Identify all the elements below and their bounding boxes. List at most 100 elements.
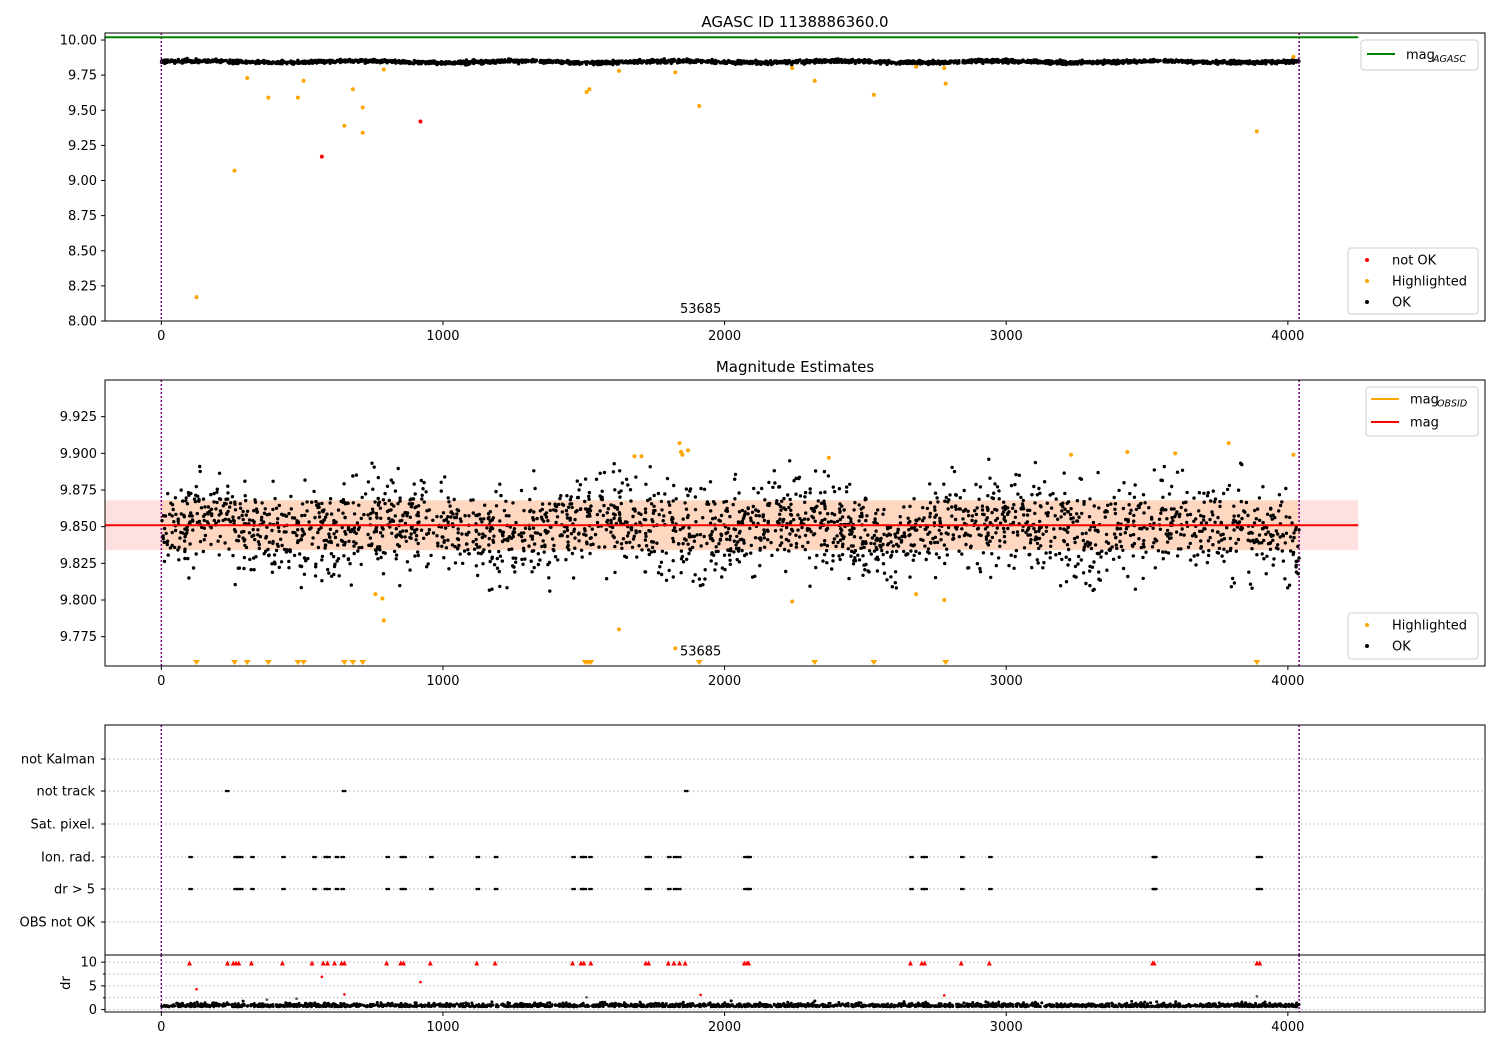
ok-point [849,554,853,558]
ok-point [307,520,311,524]
ok-point [1128,533,1133,538]
ok-point [780,499,784,503]
ok-point [164,531,168,536]
ok-point [1084,531,1088,535]
ok-point [762,530,767,535]
ok-point [341,511,345,515]
ok-point [625,520,629,524]
ok-point [316,530,320,535]
ok-point [226,60,231,65]
ok-point [1142,59,1146,63]
ok-point [281,59,286,63]
ok-point [298,564,302,568]
ok-point [420,493,424,497]
ok-point [1068,512,1073,517]
ok-point [1284,531,1289,535]
highlighted-point [194,295,199,300]
ok-point [826,474,831,478]
ok-point [880,548,884,553]
ok-point [829,519,833,524]
ok-point [1137,537,1141,541]
ok-point [1013,554,1017,559]
ok-point [1247,61,1252,65]
ok-point [882,571,887,575]
ok-point [439,61,443,65]
ok-point [702,59,706,64]
ok-point [291,530,295,535]
ok-point [1282,59,1286,63]
ok-point [838,557,842,562]
ok-point [1075,499,1080,503]
ok-point [902,505,906,509]
ok-point [787,505,791,510]
ok-point [657,59,661,64]
ok-point [713,568,717,572]
ok-point [554,509,558,513]
ok-point [618,60,622,64]
ok-point [937,555,941,560]
ok-point [1141,493,1146,497]
ok-point [191,566,196,570]
ok-point [592,61,596,66]
ok-point [903,534,907,539]
ok-point [1035,537,1039,541]
ok-point [862,541,867,545]
ok-point [810,59,815,63]
ok-point [1143,501,1147,505]
ok-point [923,61,927,65]
ok-point [878,62,883,66]
ok-point [813,505,818,510]
ok-point [1147,506,1151,510]
ok-point [216,539,220,543]
agasc-y-tick-label: 9.25 [68,139,97,154]
ok-point [381,498,386,502]
ok-point [408,515,412,519]
ok-point [1069,507,1073,511]
ok-point [279,560,284,564]
ok-point [218,509,223,513]
ok-point [613,513,617,517]
ok-point [406,61,410,65]
ok-point [1088,583,1092,588]
ok-point [885,578,889,582]
ok-point [822,469,827,474]
ok-point [237,534,241,538]
ok-point [1142,511,1146,515]
ok-point [1186,545,1191,549]
ok-point [1230,576,1235,581]
ok-point [1277,59,1281,64]
ok-point [487,536,491,541]
ok-point [762,545,767,549]
ok-point [271,507,275,512]
ok-point [400,518,404,523]
ok-point [376,557,380,561]
ok-point [912,553,916,558]
ok-point [169,501,173,505]
ok-point [962,509,966,513]
highlighted-point [871,92,876,97]
ok-point [890,550,894,554]
ok-point [631,537,636,541]
ok-point [602,503,606,508]
ok-point [1053,514,1057,518]
ok-point [1030,565,1034,570]
ok-point [187,576,191,580]
ok-point [1051,61,1056,65]
ok-point [1252,521,1257,525]
ok-point [1073,564,1078,569]
ok-point [1288,515,1292,520]
ok-point [1232,528,1236,532]
ok-point [532,565,536,570]
ok-point [818,526,822,530]
agasc-y-tick-label: 9.50 [68,104,97,119]
ok-point [1292,531,1296,535]
ok-point [1133,587,1138,591]
ok-point [823,517,827,521]
highlighted-point [232,168,237,173]
ok-point [1277,493,1282,497]
ok-point [732,527,736,531]
ok-point [847,515,851,519]
ok-point [1104,532,1109,537]
ok-point [230,495,235,499]
ok-point [1036,561,1040,565]
